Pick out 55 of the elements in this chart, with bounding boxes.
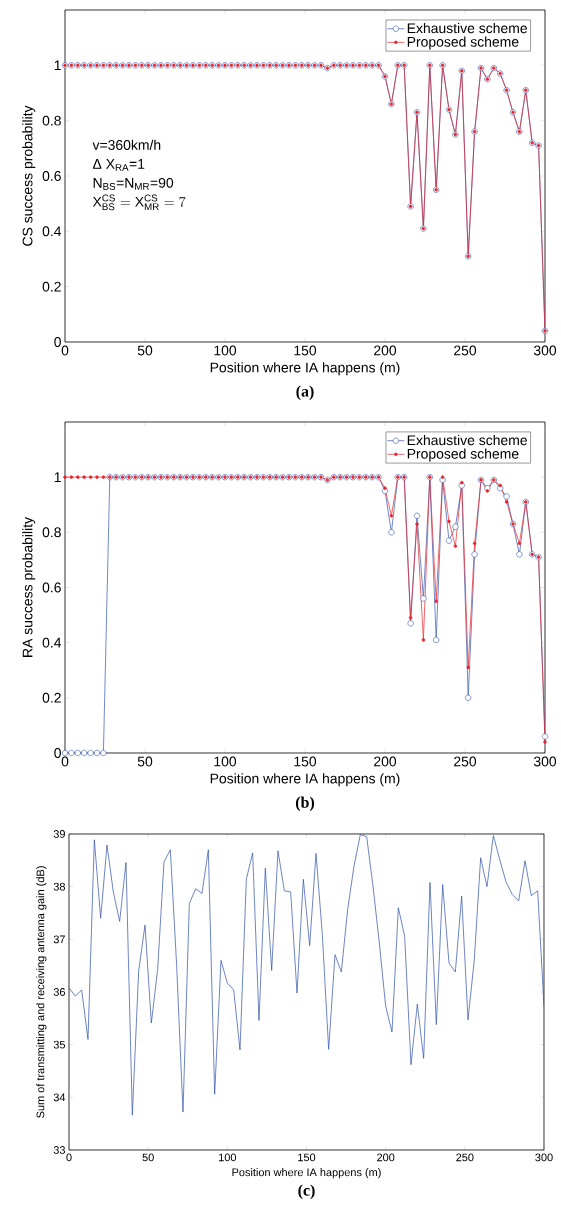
y-tick-label: 34 [53, 1093, 66, 1102]
x-tick-label: 50 [142, 1153, 154, 1162]
x-tick-label: 50 [137, 345, 153, 356]
x-axis-title: Position where IA happens (m) [210, 773, 400, 787]
x-axis-title: Position where IA happens (m) [232, 1168, 381, 1179]
y-tick-label: 0.6 [42, 171, 61, 181]
legend-label: Proposed scheme [407, 36, 519, 50]
text: (b) [295, 796, 315, 811]
y-tick-label: 0.6 [42, 582, 61, 593]
x-tick-label: 150 [294, 345, 317, 356]
y-tick-label: 38 [53, 882, 65, 891]
x-tick-label: 250 [454, 345, 477, 356]
annotation: v=360km/h [92, 139, 161, 150]
y-tick-label: 0 [54, 337, 61, 347]
x-tick-label: 200 [374, 756, 397, 767]
y-axis-title: Sum of transmitting and receiving antenna gain (dB) [36, 866, 47, 1118]
text: (a) [296, 385, 314, 400]
x-tick-label: 100 [219, 1153, 237, 1162]
legend-label: Exhaustive scheme [407, 434, 527, 446]
legend-label: Proposed scheme [407, 448, 519, 462]
x-tick-label: 200 [377, 1153, 395, 1162]
y-tick-label: 0 [54, 748, 61, 758]
x-tick-label: 250 [456, 1153, 474, 1162]
x-tick-label: 300 [535, 1153, 553, 1162]
y-tick-label: 0.2 [42, 692, 61, 703]
x-tick-label: 250 [454, 756, 477, 767]
y-tick-label: 1 [54, 60, 61, 71]
x-tick-label: 100 [214, 756, 237, 767]
x-tick-label: 150 [298, 1153, 316, 1162]
x-tick-label: 300 [533, 345, 557, 356]
x-tick-label: 100 [214, 345, 237, 356]
x-tick-label: 0 [66, 1153, 72, 1162]
y-tick-label: 37 [53, 935, 65, 944]
y-axis-title: RA success probability [22, 517, 36, 657]
y-tick-label: 0.8 [42, 115, 61, 126]
y-axis-title: CS success probability [22, 105, 36, 246]
y-tick-label: 0.4 [42, 226, 62, 237]
x-tick-label: 300 [533, 756, 557, 767]
text: (c) [298, 1184, 315, 1199]
y-tick-label: 36 [53, 988, 65, 996]
x-tick-label: 200 [374, 345, 397, 356]
x-tick-label: 150 [294, 756, 317, 767]
annotation: N$_{BS}$=N$_{MR}$=90 [93, 177, 174, 190]
x-tick-label: 50 [137, 756, 153, 767]
legend-label: Exhaustive scheme [407, 22, 527, 34]
y-tick-label: 39 [53, 830, 65, 838]
y-tick-label: 0.2 [42, 281, 61, 292]
y-tick-label: 35 [53, 1040, 66, 1049]
y-tick-label: 0.8 [42, 527, 61, 538]
annotation: $\mathrm{X}_{\mathrm{BS}}^{\mathrm{CS}}=\mathrm{X}_{\mathrm{MR}}^{\mathrm{CS}}=7$ [92, 194, 186, 211]
x-axis-title: Position where IA happens (m) [210, 362, 400, 376]
annotation: Δ X$_{RA}$=1 [92, 159, 145, 171]
y-tick-label: 1 [54, 472, 61, 482]
y-tick-label: 33 [53, 1146, 65, 1154]
y-tick-label: 0.4 [42, 637, 62, 648]
